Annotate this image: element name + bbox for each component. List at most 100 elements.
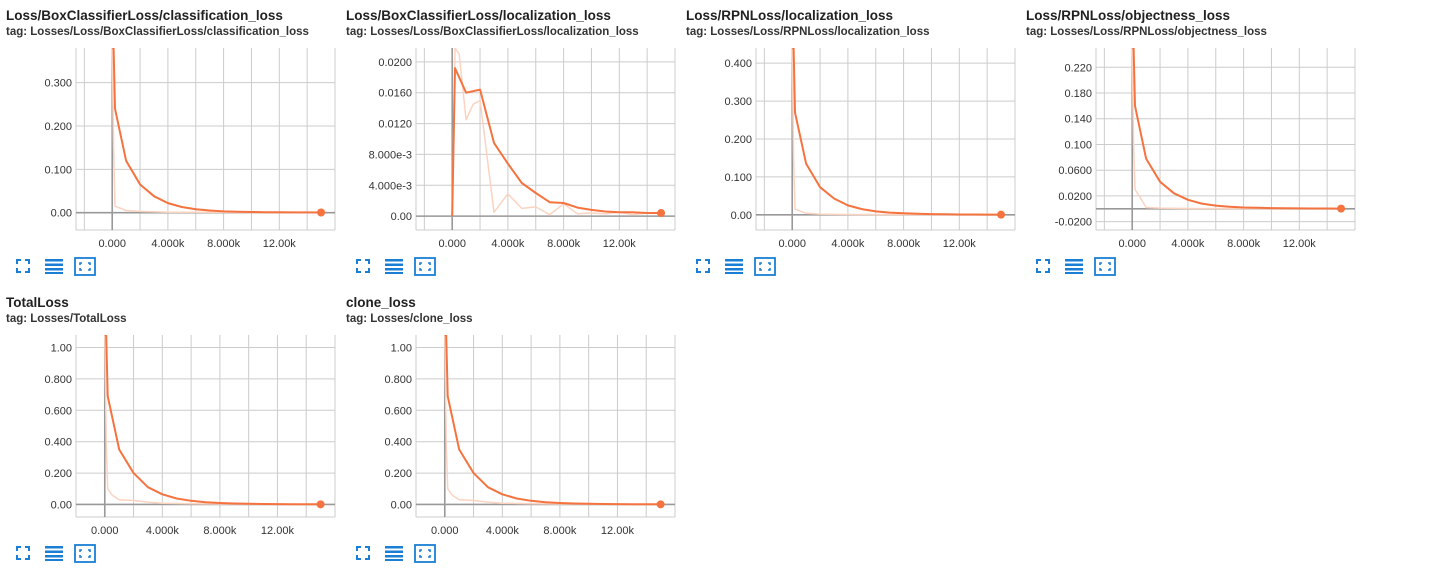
x-tick-label: 8.000k <box>887 238 921 250</box>
raw-series-line <box>104 335 321 506</box>
fit-domain-icon[interactable] <box>74 257 96 277</box>
y-tick-label: 0.400 <box>44 437 72 449</box>
line-chart[interactable]: 0.00 0.200 0.400 0.600 0.800 1.00 0.000 4.000k 8… <box>340 287 680 537</box>
y-tick-label: 0.00 <box>51 499 72 511</box>
y-tick-label: 0.200 <box>384 468 412 480</box>
chart-tag: tag: Losses/Loss/RPNLoss/localization_lo… <box>686 26 930 38</box>
expand-icon[interactable] <box>14 257 36 277</box>
x-tick-label: 8.000k <box>1227 238 1261 250</box>
y-tick-label: 0.600 <box>44 405 72 417</box>
x-tick-label: 8.000k <box>203 525 237 537</box>
line-chart[interactable]: 0.00 0.100 0.200 0.300 0.400 0.000 4.000k 8.000… <box>680 0 1020 250</box>
y-tick-label: 0.00 <box>51 208 72 220</box>
y-tick-label: 0.0120 <box>378 119 412 131</box>
y-tick-label: 0.140 <box>1064 114 1092 126</box>
x-tick-label: 12.00k <box>601 525 635 537</box>
x-tick-label: 4.000k <box>491 238 525 250</box>
y-tick-label: 0.100 <box>1064 139 1092 151</box>
y-tick-label: 0.200 <box>44 468 72 480</box>
y-tick-label: 0.100 <box>724 172 752 184</box>
last-point-marker <box>1337 204 1346 213</box>
y-tick-label: 0.300 <box>44 78 72 90</box>
chart-tag: tag: Losses/Loss/RPNLoss/objectness_loss <box>1026 26 1267 38</box>
chart-title: TotalLoss <box>6 295 69 310</box>
x-tick-label: 4.000k <box>1171 238 1205 250</box>
y-tick-label: 0.800 <box>384 374 412 386</box>
chart-title: clone_loss <box>346 295 416 310</box>
x-tick-label: 4.000k <box>146 525 180 537</box>
line-chart[interactable]: 0.00 0.100 0.200 0.300 0.000 4.000k 8.000k 12.0… <box>0 0 340 250</box>
y-tick-label: 0.00 <box>731 210 752 222</box>
smoothed-series-line <box>451 67 662 217</box>
y-tick-label: 0.800 <box>44 374 72 386</box>
fit-domain-icon[interactable] <box>1094 257 1116 277</box>
y-tick-label: 0.100 <box>44 164 72 176</box>
raw-series-line <box>451 48 662 217</box>
x-tick-label: 12.00k <box>603 238 637 250</box>
chart-title: Loss/RPNLoss/localization_loss <box>686 8 894 23</box>
chart-title: Loss/BoxClassifierLoss/classification_lo… <box>6 8 283 23</box>
y-tick-label: 1.00 <box>51 343 72 355</box>
last-point-marker <box>657 209 666 218</box>
raw-series-line <box>444 335 661 506</box>
expand-icon[interactable] <box>1034 257 1056 277</box>
y-tick-label: 0.0600 <box>1058 165 1092 177</box>
x-tick-label: 12.00k <box>263 238 297 250</box>
x-tick-label: 8.000k <box>547 238 581 250</box>
smoothed-series-line <box>444 335 661 506</box>
data-table-icon[interactable] <box>1064 257 1086 277</box>
y-tick-label: 1.00 <box>391 343 412 355</box>
x-tick-label: 8.000k <box>543 525 577 537</box>
data-table-icon[interactable] <box>44 544 66 564</box>
y-tick-label: 0.400 <box>724 58 752 70</box>
expand-icon[interactable] <box>354 257 376 277</box>
chart-tag: tag: Losses/Loss/BoxClassifierLoss/local… <box>346 26 639 38</box>
x-tick-label: 0.000 <box>778 238 806 250</box>
y-tick-label: 4.000e-3 <box>369 180 412 192</box>
y-tick-label: 0.200 <box>44 121 72 133</box>
x-tick-label: 12.00k <box>943 238 977 250</box>
y-tick-label: 8.000e-3 <box>369 149 412 161</box>
x-tick-label: 4.000k <box>831 238 865 250</box>
expand-icon[interactable] <box>14 544 36 564</box>
chart-card: Loss/RPNLoss/objectness_loss tag: Losses… <box>1020 0 1360 287</box>
expand-icon[interactable] <box>354 544 376 564</box>
data-table-icon[interactable] <box>724 257 746 277</box>
y-tick-label: 0.0200 <box>378 57 412 69</box>
chart-card: TotalLoss tag: Losses/TotalLoss 0.00 0.20… <box>0 287 340 574</box>
expand-icon[interactable] <box>694 257 716 277</box>
smoothed-series-line <box>112 48 322 214</box>
smoothed-series-line <box>1132 48 1342 210</box>
x-tick-label: 0.000 <box>1118 238 1146 250</box>
line-chart[interactable]: -0.0200 0.0200 0.0600 0.100 0.140 0.180 0.220 0… <box>1020 0 1360 250</box>
fit-domain-icon[interactable] <box>754 257 776 277</box>
chart-title: Loss/RPNLoss/objectness_loss <box>1026 8 1231 23</box>
chart-card: Loss/BoxClassifierLoss/localization_loss… <box>340 0 680 287</box>
last-point-marker <box>316 500 325 509</box>
x-tick-label: 4.000k <box>151 238 185 250</box>
x-tick-label: 12.00k <box>1283 238 1317 250</box>
y-tick-label: 0.0200 <box>1058 191 1092 203</box>
y-tick-label: -0.0200 <box>1055 217 1092 229</box>
last-point-marker <box>997 210 1006 219</box>
last-point-marker <box>656 500 665 509</box>
chart-card: Loss/BoxClassifierLoss/classification_lo… <box>0 0 340 287</box>
fit-domain-icon[interactable] <box>414 544 436 564</box>
data-table-icon[interactable] <box>384 257 406 277</box>
chart-card: Loss/RPNLoss/localization_loss tag: Loss… <box>680 0 1020 287</box>
line-chart[interactable]: 0.00 0.200 0.400 0.600 0.800 1.00 0.000 4.000k 8… <box>0 287 340 537</box>
last-point-marker <box>317 208 326 217</box>
line-chart[interactable]: 0.00 4.000e-3 8.000e-3 0.0120 0.0160 0.0200 0.… <box>340 0 680 250</box>
smoothed-series-line <box>792 48 1002 216</box>
y-tick-label: 0.180 <box>1064 88 1092 100</box>
x-tick-label: 0.000 <box>431 525 459 537</box>
y-tick-label: 0.200 <box>724 134 752 146</box>
fit-domain-icon[interactable] <box>414 257 436 277</box>
y-tick-label: 0.400 <box>384 437 412 449</box>
fit-domain-icon[interactable] <box>74 544 96 564</box>
y-tick-label: 0.600 <box>384 405 412 417</box>
chart-tag: tag: Losses/Loss/BoxClassifierLoss/class… <box>6 26 309 38</box>
data-table-icon[interactable] <box>384 544 406 564</box>
data-table-icon[interactable] <box>44 257 66 277</box>
x-tick-label: 8.000k <box>207 238 241 250</box>
